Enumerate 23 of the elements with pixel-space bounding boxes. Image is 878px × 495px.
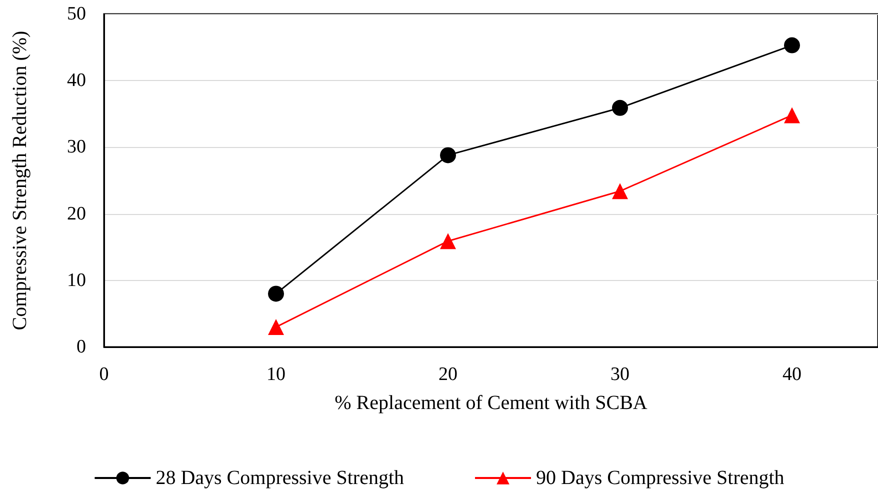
y-tick-label: 30 (67, 136, 86, 158)
x-axis-title: % Replacement of Cement with SCBA (334, 392, 648, 414)
legend-label: 90 Days Compressive Strength (536, 467, 784, 489)
point (268, 319, 284, 336)
x-tick-label: 40 (782, 364, 802, 385)
legend-label: 28 Days Compressive Strength (156, 467, 404, 489)
y-tick-label: 40 (67, 70, 86, 92)
point (612, 183, 628, 200)
x-tick-label: 10 (266, 364, 286, 385)
y-tick-label: 0 (76, 336, 86, 358)
x-tick-label: 30 (610, 364, 630, 385)
y-axis-title: Compressive Strength Reduction (%) (9, 30, 31, 330)
y-tick-label: 50 (67, 4, 86, 24)
x-tick-label: 20 (438, 364, 458, 385)
point (784, 107, 800, 124)
y-tick-label: 10 (67, 270, 86, 291)
y-tick-label: 20 (67, 203, 86, 224)
point (440, 233, 456, 250)
point (612, 100, 628, 116)
x-tick-label: 0 (99, 364, 109, 385)
point (784, 37, 800, 54)
point (268, 286, 284, 302)
point (440, 147, 456, 164)
